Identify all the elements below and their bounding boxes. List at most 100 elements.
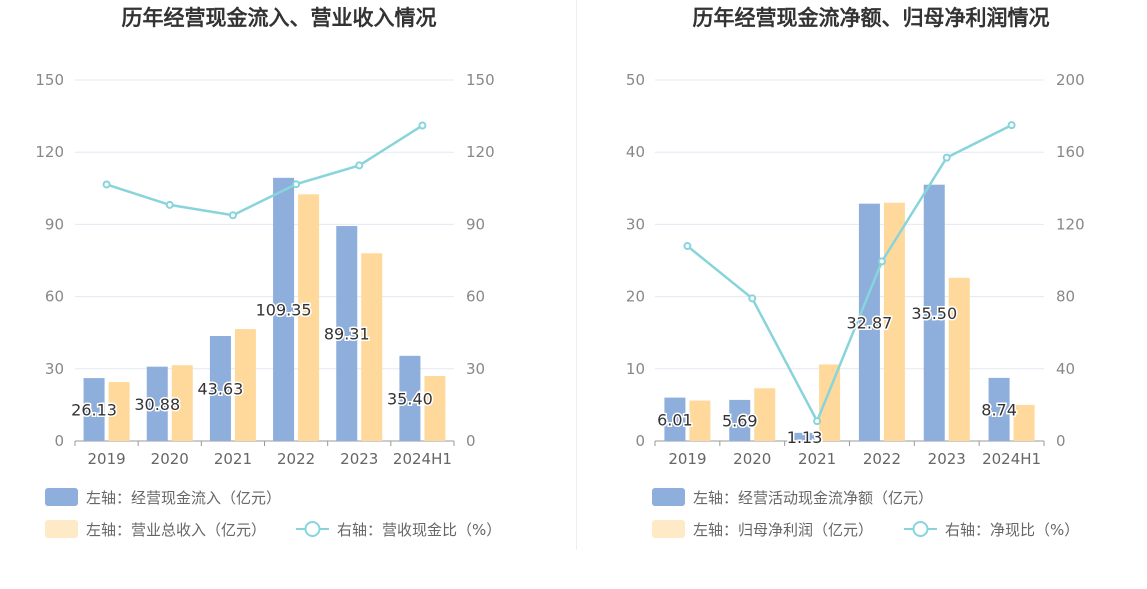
bar-data-label: 35.40 [387,389,433,408]
legend-swatch-series-1 [652,488,685,506]
ratio-line [686,124,1013,425]
x-tick-label: 2020 [733,450,771,468]
ratio-point [355,161,364,170]
bar-series-1 [729,399,751,441]
bar-series-2 [754,388,776,441]
legend-swatch-series-2 [45,520,78,538]
bar-data-label: 6.01 [657,410,693,429]
bar-series-1 [209,335,231,441]
y-right-tick-label: 0 [1056,432,1066,450]
bar-series-2 [298,194,320,441]
bar-data-label: 35.50 [911,304,957,323]
bar-series-2 [234,329,256,441]
legend-label-series-1: 左轴：经营活动现金流净额（亿元） [693,489,933,507]
bar-series-2 [108,382,130,441]
y-left-tick-label: 10 [626,360,645,378]
y-left-tick-label: 40 [626,143,645,161]
y-left-tick-label: 20 [626,288,645,306]
ratio-point [877,257,886,266]
legend-swatch-series-2 [652,520,685,538]
bar-series-2 [819,364,841,441]
x-tick-label: 2021 [798,450,836,468]
bar-series-1 [273,177,295,441]
bar-data-label: 5.69 [722,411,758,430]
chart-net-cashflow-profit: 历年经营现金流净额、归母净利润情况 0 0 10 40 20 80 30 120 40 160 50 2… [626,6,1085,539]
ratio-point [942,153,951,162]
legend-label-series-2: 左轴：营业总收入（亿元） [86,521,266,539]
y-right-tick-label: 40 [1056,360,1075,378]
x-tick-label: 2023 [340,450,378,468]
x-tick-label: 2019 [668,450,706,468]
bar-series-2 [171,365,193,441]
bar-series-1 [83,378,105,441]
bar-data-label: 8.74 [981,400,1017,419]
ratio-line [106,124,424,217]
x-tick-label: 2024H1 [982,450,1041,468]
ratio-point [228,211,237,220]
bar-series-1 [336,226,358,441]
legend-label-series-1: 左轴：经营现金流入（亿元） [86,489,281,507]
y-right-tick-label: 120 [1056,215,1085,233]
bar-series-1 [399,355,421,441]
legend-swatch-line-marker [912,521,929,537]
bar-series-2 [1013,404,1035,441]
ratio-point [165,200,174,209]
ratio-point [292,180,301,189]
ratio-point [813,417,822,426]
y-right-tick-label: 150 [466,71,495,89]
bar-series-2 [424,376,446,441]
bar-series-1 [988,377,1010,441]
y-right-tick-label: 160 [1056,143,1085,161]
ratio-point [102,180,111,189]
bar-series-2 [883,202,905,441]
chart-title: 历年经营现金流入、营业收入情况 [122,6,437,30]
bar-data-label: 1.13 [787,428,823,447]
bar-data-label: 26.13 [71,401,117,420]
legend-label-line: 右轴：营收现金比（%） [337,521,501,539]
bar-data-label: 109.35 [256,300,312,319]
ratio-point [418,121,427,130]
y-left-tick-label: 150 [35,71,64,89]
x-tick-label: 2022 [863,450,901,468]
ratio-point [1007,121,1016,130]
y-left-tick-label: 60 [45,288,64,306]
x-tick-label: 2024H1 [393,450,452,468]
chart-panel-right: 历年经营现金流净额、归母净利润情况 0 0 10 40 20 80 30 120 40 160 50 2… [577,0,1147,589]
y-right-tick-label: 30 [466,360,485,378]
chart-cash-inflow-revenue: 历年经营现金流入、营业收入情况 0 0 30 30 60 60 90 90 120 120 150 15… [35,6,501,539]
y-left-tick-label: 30 [626,215,645,233]
y-left-tick-label: 90 [45,215,64,233]
bar-series-1 [858,203,880,441]
y-left-tick-label: 0 [54,432,64,450]
chart-title: 历年经营现金流净额、归母净利润情况 [693,6,1050,30]
panel-divider [576,0,577,550]
y-right-tick-label: 90 [466,215,485,233]
bar-series-1 [146,366,168,441]
x-tick-label: 2021 [214,450,252,468]
bar-data-label: 89.31 [324,325,370,344]
bar-series-2 [689,400,711,441]
bar-series-1 [794,432,816,441]
bar-series-2 [948,277,970,441]
x-tick-label: 2023 [928,450,966,468]
x-tick-label: 2022 [277,450,315,468]
bar-data-label: 30.88 [134,395,180,414]
legend-swatch-series-1 [45,488,78,506]
bar-series-2 [361,253,383,441]
legend-label-series-2: 左轴：归母净利润（亿元） [693,521,873,539]
legend-swatch-line-marker [304,521,321,537]
y-right-tick-label: 120 [466,143,495,161]
x-tick-label: 2019 [87,450,125,468]
bar-series-1 [664,397,686,441]
x-tick-label: 2020 [151,450,189,468]
bar-series-1 [923,184,945,441]
chart-panel-left: 历年经营现金流入、营业收入情况 0 0 30 30 60 60 90 90 120 120 150 15… [35,6,501,539]
ratio-point [683,242,692,251]
ratio-point [748,294,757,303]
bar-data-label: 32.87 [847,313,893,332]
y-left-tick-label: 30 [45,360,64,378]
y-right-tick-label: 200 [1056,71,1085,89]
bar-data-label: 43.63 [198,379,244,398]
y-left-tick-label: 120 [35,143,64,161]
y-right-tick-label: 0 [466,432,476,450]
